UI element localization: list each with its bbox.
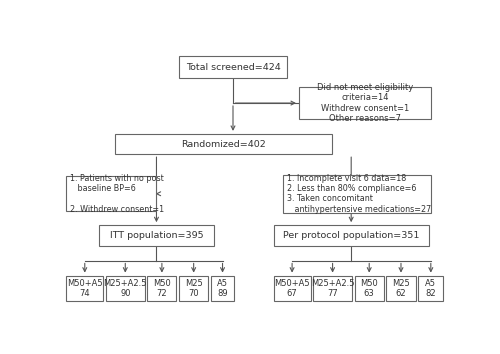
FancyBboxPatch shape	[274, 275, 310, 302]
Text: A5
89: A5 89	[217, 279, 228, 298]
FancyBboxPatch shape	[148, 275, 176, 302]
Text: 1. Patients with no post
   baseline BP=6

2. Withdrew consent=1: 1. Patients with no post baseline BP=6 2…	[70, 174, 164, 214]
Text: M50
63: M50 63	[360, 279, 378, 298]
Text: Total screened=424: Total screened=424	[186, 63, 280, 72]
FancyBboxPatch shape	[106, 275, 144, 302]
Text: M25+A2.5
90: M25+A2.5 90	[104, 279, 147, 298]
Text: M25+A2.5
77: M25+A2.5 77	[311, 279, 354, 298]
Text: M25
70: M25 70	[185, 279, 202, 298]
Text: A5
82: A5 82	[426, 279, 436, 298]
FancyBboxPatch shape	[418, 275, 444, 302]
FancyBboxPatch shape	[274, 225, 428, 246]
FancyBboxPatch shape	[66, 275, 103, 302]
Text: 1. Incomplete visit 6 data=18
2. Less than 80% compliance=6
3. Taken concomitant: 1. Incomplete visit 6 data=18 2. Less th…	[287, 174, 432, 214]
Text: Per protocol population=351: Per protocol population=351	[283, 231, 420, 240]
FancyBboxPatch shape	[211, 275, 234, 302]
FancyBboxPatch shape	[179, 56, 287, 78]
FancyBboxPatch shape	[354, 275, 384, 302]
FancyBboxPatch shape	[115, 134, 332, 154]
FancyBboxPatch shape	[313, 275, 352, 302]
FancyBboxPatch shape	[66, 176, 156, 211]
Text: Did not meet eligibility
criteria=14
Withdrew consent=1
Other reasons=7: Did not meet eligibility criteria=14 Wit…	[316, 83, 413, 123]
FancyBboxPatch shape	[179, 275, 208, 302]
Text: M50+A5
74: M50+A5 74	[67, 279, 102, 298]
FancyBboxPatch shape	[100, 225, 214, 246]
FancyBboxPatch shape	[299, 87, 430, 119]
FancyBboxPatch shape	[284, 175, 430, 213]
FancyBboxPatch shape	[386, 275, 416, 302]
Text: M25
62: M25 62	[392, 279, 410, 298]
Text: ITT population=395: ITT population=395	[110, 231, 204, 240]
Text: Randomized=402: Randomized=402	[181, 139, 266, 149]
Text: M50+A5
67: M50+A5 67	[274, 279, 310, 298]
Text: M50
72: M50 72	[153, 279, 171, 298]
